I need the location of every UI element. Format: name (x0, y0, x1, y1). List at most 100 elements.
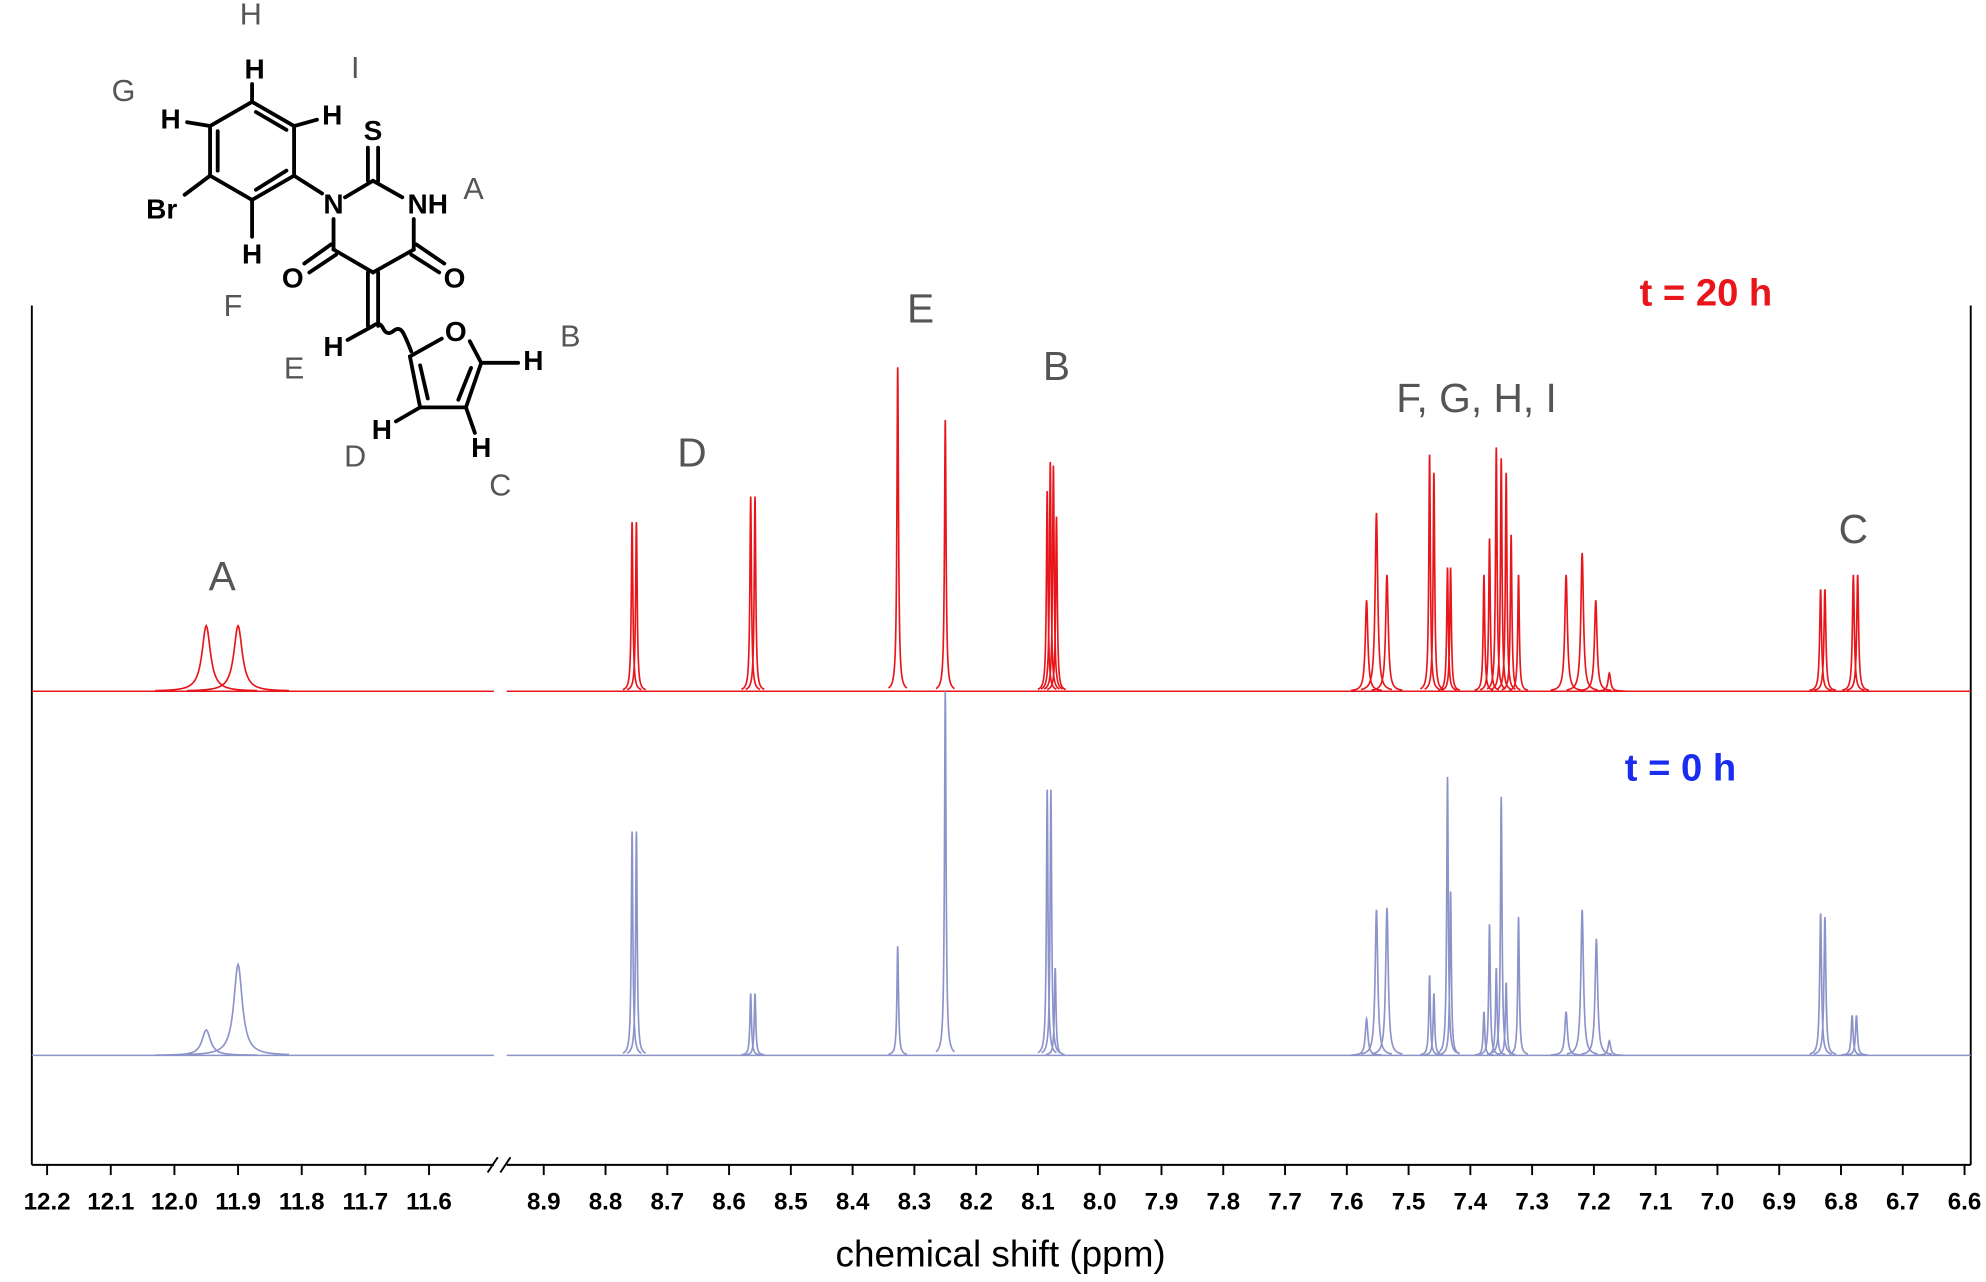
peak (1480, 924, 1499, 1055)
peak (741, 496, 761, 691)
peak-annotation: D (677, 430, 706, 476)
peak (187, 623, 290, 692)
peak (1351, 1015, 1383, 1056)
x-tick-label: 11.7 (343, 1188, 389, 1215)
atom-label: H (160, 103, 180, 134)
peak (1441, 567, 1461, 691)
x-tick-label: 12.2 (24, 1188, 71, 1215)
peak (1486, 967, 1506, 1056)
peak (626, 831, 647, 1054)
atom-label: H (242, 238, 262, 269)
molecule: H H H Br H N S NH O O H O H H H H I G A … (112, 0, 581, 503)
atom-label: S (364, 115, 383, 146)
peak (1437, 776, 1458, 1054)
x-tick-label: 7.5 (1392, 1188, 1426, 1215)
peak (626, 521, 646, 691)
peak (1419, 454, 1440, 690)
peak (1491, 796, 1511, 1054)
peak (1550, 574, 1582, 691)
peak (1424, 472, 1444, 690)
peak (1045, 967, 1065, 1056)
x-tick-label: 8.4 (836, 1188, 870, 1215)
x-tick-label: 6.8 (1824, 1188, 1858, 1215)
peak (1420, 975, 1439, 1056)
x-tick-label: 6.6 (1948, 1188, 1982, 1215)
x-tick-label: 6.7 (1886, 1188, 1920, 1215)
peak-annotation: A (209, 553, 237, 599)
x-tick-label: 11.6 (406, 1188, 452, 1215)
peak (745, 993, 765, 1056)
peak (887, 367, 908, 689)
peak-annotation: B (1043, 343, 1070, 389)
peak (1501, 534, 1521, 691)
proton-label: H (240, 0, 262, 32)
x-tick-label: 11.8 (279, 1188, 325, 1215)
peak (155, 623, 258, 692)
atom-label: H (372, 414, 392, 445)
x-tick-label: 7.9 (1145, 1188, 1179, 1215)
x-tick-label: 7.0 (1701, 1188, 1735, 1215)
peak (1037, 491, 1057, 691)
peak (1809, 589, 1832, 692)
x-tick-label: 8.6 (712, 1188, 746, 1215)
atom-label: NH (408, 189, 448, 220)
atom-label: H (244, 54, 264, 85)
peak (741, 993, 761, 1056)
x-tick-label: 8.7 (650, 1188, 684, 1215)
peak (1509, 916, 1529, 1055)
peak (1479, 538, 1500, 691)
peak (1566, 909, 1598, 1055)
proton-label: C (489, 469, 511, 503)
x-tick-label: 7.1 (1639, 1188, 1673, 1215)
proton-label: I (351, 51, 360, 85)
x-axis-label: chemical shift (ppm) (836, 1233, 1166, 1274)
x-tick-label: 6.9 (1762, 1188, 1796, 1215)
peak (1509, 574, 1529, 691)
x-tick-label: 8.3 (898, 1188, 932, 1215)
atom-label: H (323, 331, 343, 362)
peak (1474, 574, 1494, 691)
proton-label: F (224, 289, 243, 323)
peak (1474, 1011, 1494, 1056)
x-tick-label: 8.0 (1083, 1188, 1117, 1215)
peak (1809, 913, 1832, 1055)
axis-break (486, 1156, 512, 1174)
peak (1496, 982, 1516, 1056)
peak (187, 961, 290, 1056)
x-tick-label: 8.2 (959, 1188, 993, 1215)
peak (1424, 993, 1444, 1056)
peak (1043, 465, 1064, 690)
atom-label: O (445, 316, 467, 347)
x-tick-label: 8.1 (1021, 1188, 1055, 1215)
x-tick-label: 8.8 (589, 1188, 623, 1215)
peak (1840, 1015, 1864, 1056)
atom-label: O (282, 262, 304, 293)
peak (1593, 1039, 1625, 1057)
atom-label: H (471, 432, 491, 463)
peak (155, 1028, 258, 1056)
atom-label: H (523, 345, 543, 376)
peak (935, 420, 955, 690)
peak (1437, 567, 1458, 691)
proton-label: A (463, 172, 484, 206)
proton-label: D (344, 439, 366, 473)
x-tick-label: 7.2 (1577, 1188, 1611, 1215)
peak-annotation: E (907, 286, 934, 332)
legend-label: t = 20 h (1640, 271, 1773, 314)
peak (1845, 1015, 1868, 1056)
peak (1566, 552, 1598, 691)
proton-label: E (284, 352, 304, 386)
peak (1360, 512, 1393, 691)
x-tick-label: 7.4 (1454, 1188, 1488, 1215)
peak (1593, 671, 1625, 692)
peak (1360, 909, 1393, 1055)
peak (1046, 516, 1067, 691)
frame (30, 305, 1972, 1166)
x-tick-label: 8.9 (527, 1188, 561, 1215)
x-tick-label: 7.6 (1330, 1188, 1364, 1215)
atom-label: Br (146, 194, 177, 225)
x-tick-label: 7.8 (1206, 1188, 1240, 1215)
x-tick-label: 7.3 (1515, 1188, 1549, 1215)
peak-annotation: C (1839, 506, 1868, 552)
